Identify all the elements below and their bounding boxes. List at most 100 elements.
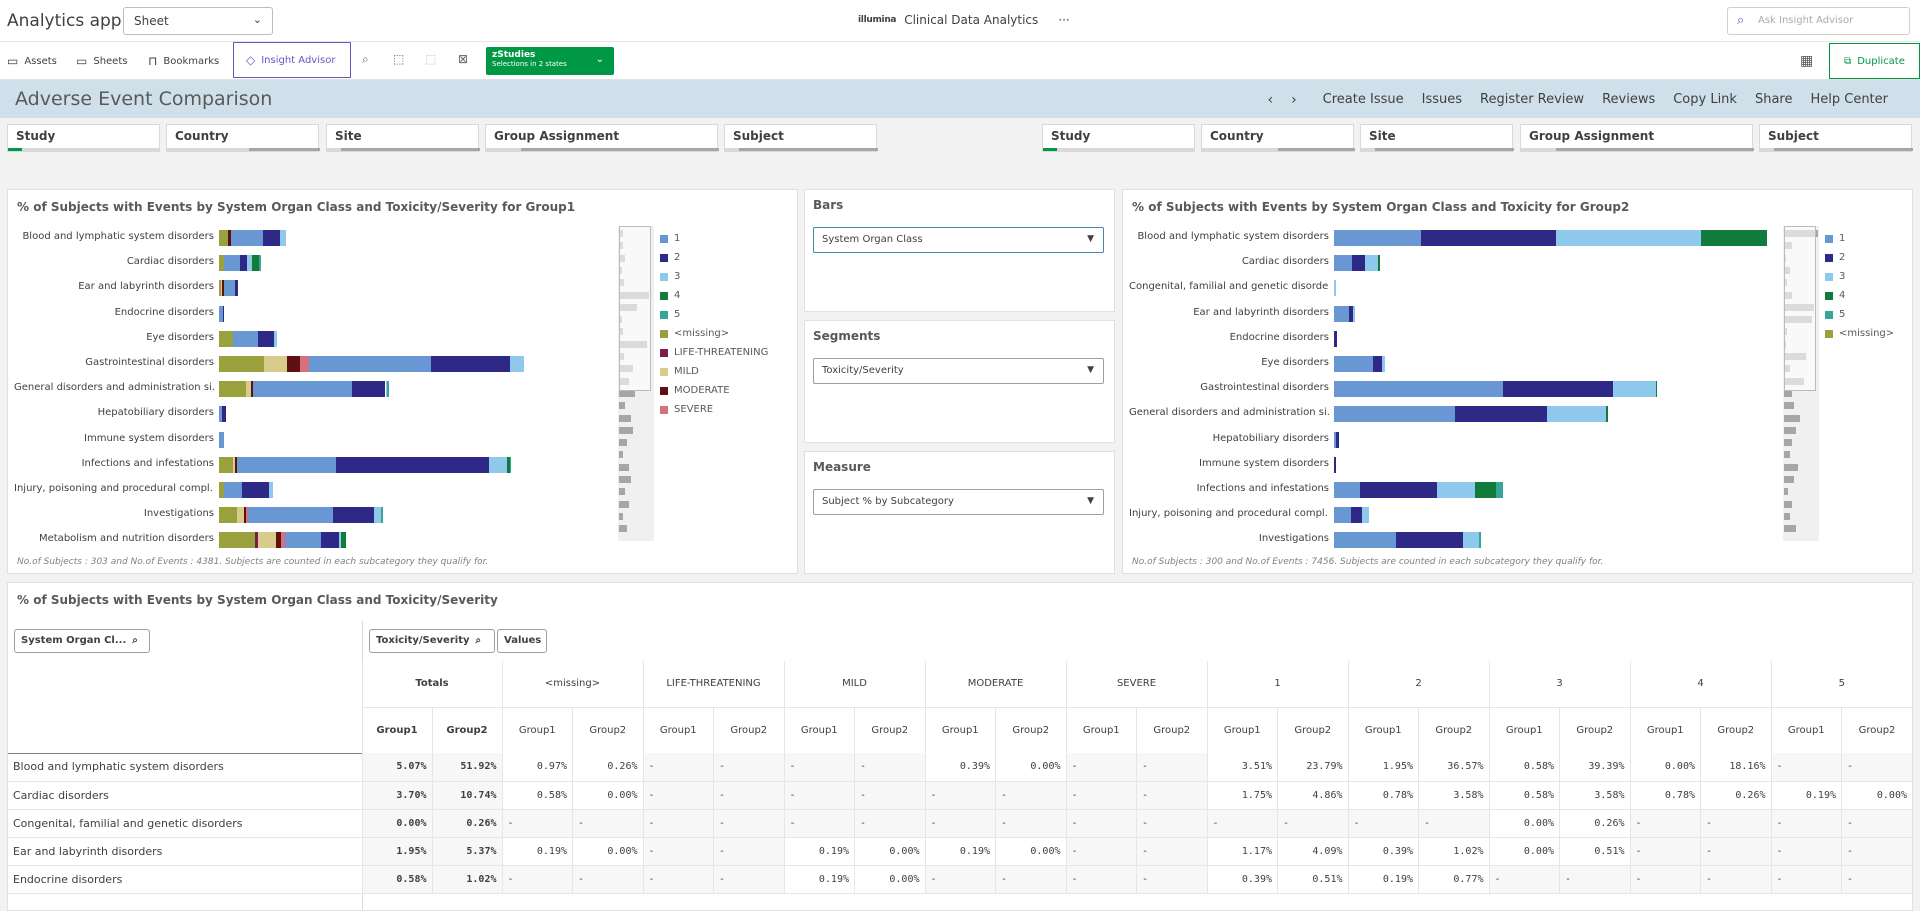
category-label[interactable]: Blood and lymphatic system disorders <box>22 231 214 242</box>
bar-segment[interactable] <box>1503 381 1614 398</box>
bar-segment[interactable] <box>1605 406 1608 423</box>
bar-segment[interactable] <box>219 255 225 272</box>
bar-segment[interactable] <box>221 406 227 423</box>
group-header[interactable]: Group2 <box>713 706 784 753</box>
duplicate-button[interactable]: ⧉ Duplicate <box>1829 43 1920 79</box>
column-header[interactable]: SEVERE <box>1065 661 1207 707</box>
bar-segment[interactable] <box>253 381 353 398</box>
bar-segment[interactable] <box>242 482 270 498</box>
sheets-button[interactable]: ▭ Sheets <box>76 42 127 80</box>
group-header[interactable]: Group2 <box>1418 706 1489 753</box>
bar-segment[interactable] <box>1555 230 1701 246</box>
bar-segment[interactable] <box>385 381 388 398</box>
bar-segment[interactable] <box>1495 482 1504 498</box>
measure-dropdown[interactable]: Subject % by Subcategory ▼ <box>813 489 1104 515</box>
category-label[interactable]: Blood and lymphatic system disorders <box>1137 231 1329 242</box>
bar-segment[interactable] <box>381 507 383 524</box>
row-label[interactable]: Blood and lymphatic system disorders <box>13 760 224 774</box>
group-header[interactable]: Group1 <box>1770 706 1842 753</box>
column-header[interactable]: <missing> <box>501 661 643 707</box>
table-row[interactable]: Congenital, familial and genetic disorde… <box>8 809 1912 837</box>
bar-segment[interactable] <box>430 356 510 372</box>
bar-segment[interactable] <box>235 456 237 473</box>
bar-segment[interactable] <box>219 507 237 524</box>
bar-segment[interactable] <box>1700 230 1768 246</box>
bar-segment[interactable] <box>224 255 240 272</box>
share-link[interactable]: Share <box>1754 92 1793 107</box>
bar-segment[interactable] <box>246 255 253 272</box>
bar-segment[interactable] <box>1335 431 1339 448</box>
bar-segment[interactable] <box>219 356 264 372</box>
bar-segment[interactable] <box>257 532 276 549</box>
category-label[interactable]: Hepatobiliary disorders <box>97 407 214 419</box>
bar-segment[interactable] <box>1421 230 1556 246</box>
bar-segment[interactable] <box>352 381 386 398</box>
chart-group1-plot[interactable]: Blood and lymphatic system disorders Card… <box>8 226 799 549</box>
bar-segment[interactable] <box>309 356 431 372</box>
group-header[interactable]: Group1 <box>1488 706 1560 753</box>
legend-item[interactable]: 3 <box>1825 271 1845 282</box>
legend-item[interactable]: 5 <box>660 309 680 320</box>
bar-segment[interactable] <box>246 381 251 398</box>
filter-site-right[interactable]: Site <box>1360 124 1514 152</box>
group-header[interactable]: Group2 <box>1559 706 1630 753</box>
category-label[interactable]: Cardiac disorders <box>1241 256 1329 268</box>
bar-segment[interactable] <box>247 507 334 524</box>
category-label[interactable]: Endocrine disorders <box>114 306 214 318</box>
row-label[interactable]: Congenital, familial and genetic disorde… <box>13 816 243 830</box>
filter-study-left[interactable]: Study <box>7 124 160 152</box>
bar-segment[interactable] <box>1351 255 1366 272</box>
legend-item[interactable]: 1 <box>1825 233 1845 244</box>
bar-segment[interactable] <box>219 381 246 398</box>
legend-item[interactable]: <missing> <box>1825 328 1894 339</box>
chart-group2-plot[interactable]: Blood and lymphatic system disorders Card… <box>1123 226 1914 549</box>
bar-segment[interactable] <box>300 356 309 372</box>
group-header[interactable]: Group1 <box>642 706 714 753</box>
bar-segment[interactable] <box>219 305 223 322</box>
bar-segment[interactable] <box>489 456 507 473</box>
filter-site-left[interactable]: Site <box>326 124 480 152</box>
bar-segment[interactable] <box>1462 532 1480 549</box>
filter-country-right[interactable]: Country <box>1201 124 1355 152</box>
chart-group2-scrollbar[interactable] <box>1783 226 1819 541</box>
help-center-link[interactable]: Help Center <box>1810 92 1888 107</box>
legend-item[interactable]: 5 <box>1825 309 1845 320</box>
assets-button[interactable]: ▭ Assets <box>7 42 57 80</box>
row-label[interactable]: Endocrine disorders <box>13 872 123 886</box>
category-label[interactable]: General disorders and administration si.… <box>14 382 214 394</box>
category-label[interactable]: Congenital, familial and genetic disorde… <box>1129 281 1329 293</box>
bar-segment[interactable] <box>1475 482 1496 498</box>
bar-segment[interactable] <box>1349 305 1353 322</box>
bar-segment[interactable] <box>1334 431 1336 448</box>
bar-segment[interactable] <box>219 431 225 448</box>
group-header[interactable]: Group2 <box>1136 706 1207 753</box>
filter-subject-left[interactable]: Subject <box>724 124 878 152</box>
legend-item[interactable]: 4 <box>660 290 680 301</box>
bar-segment[interactable] <box>262 230 281 246</box>
bar-segment[interactable] <box>320 532 339 549</box>
category-label[interactable]: Ear and labyrinth disorders <box>78 281 214 293</box>
bar-segment[interactable] <box>387 381 390 398</box>
chart-group1-scrollbar[interactable] <box>618 226 654 541</box>
bar-segment[interactable] <box>1359 482 1437 498</box>
bar-segment[interactable] <box>509 456 512 473</box>
clear-selections-icon[interactable]: ⊠ <box>458 52 469 66</box>
column-header[interactable]: 3 <box>1488 661 1630 707</box>
bar-segment[interactable] <box>273 330 277 347</box>
legend-item[interactable]: MILD <box>660 366 699 377</box>
bar-segment[interactable] <box>222 305 225 322</box>
legend-item[interactable]: LIFE-THREATENING <box>660 347 768 358</box>
bar-segment[interactable] <box>1381 356 1385 372</box>
column-header[interactable]: 4 <box>1629 661 1771 707</box>
legend-item[interactable]: MODERATE <box>660 385 730 396</box>
category-label[interactable]: Eye disorders <box>146 331 214 343</box>
column-header[interactable]: 5 <box>1770 661 1912 707</box>
create-issue-link[interactable]: Create Issue <box>1322 92 1404 107</box>
bar-segment[interactable] <box>280 230 286 246</box>
category-label[interactable]: Ear and labyrinth disorders <box>1193 306 1329 318</box>
filter-country-left[interactable]: Country <box>166 124 320 152</box>
group-header[interactable]: Group2 <box>1277 706 1348 753</box>
bar-segment[interactable] <box>232 330 258 347</box>
previous-sheet-icon[interactable]: ‹ <box>1267 92 1274 108</box>
bookmarks-button[interactable]: ⊓ Bookmarks <box>148 42 219 80</box>
